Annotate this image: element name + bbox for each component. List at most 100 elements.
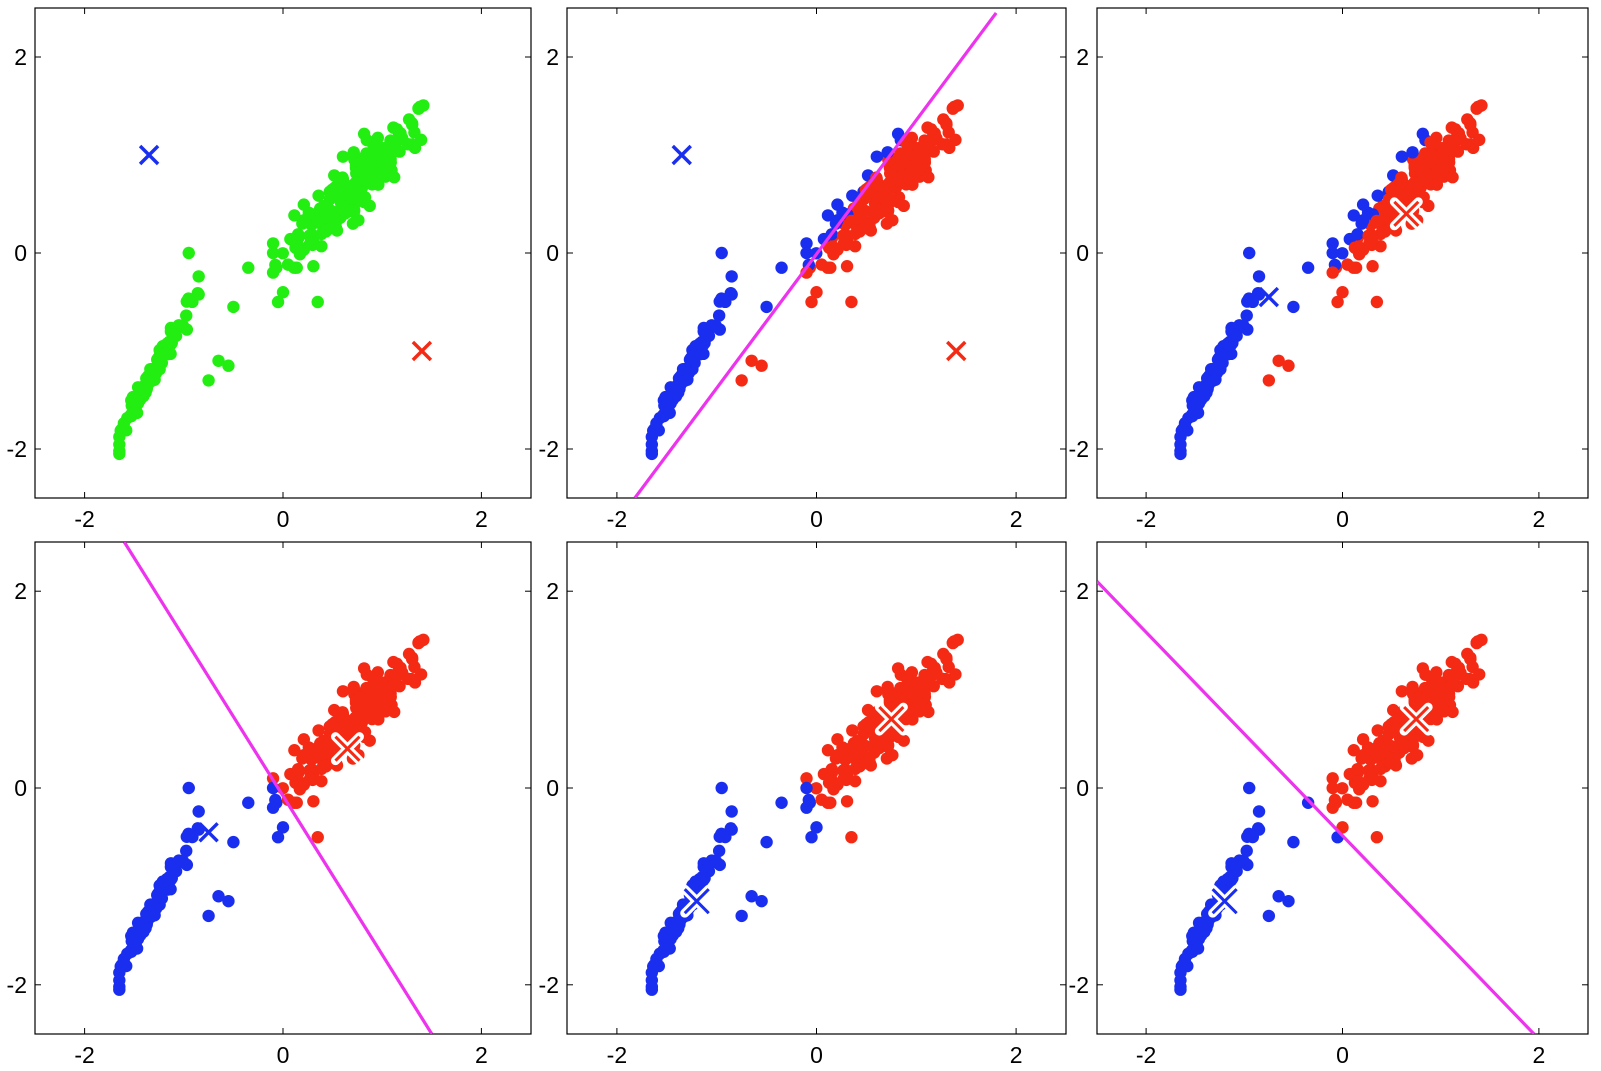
data-point <box>670 383 683 397</box>
x-tick-label: 0 <box>1336 1042 1349 1068</box>
data-point <box>1351 778 1364 791</box>
data-point <box>167 328 181 342</box>
x-tick-label: 2 <box>1010 1042 1023 1068</box>
data-point <box>693 872 706 886</box>
data-point <box>297 749 310 762</box>
data-point <box>936 138 949 151</box>
data-point <box>212 354 225 367</box>
data-point <box>222 894 235 908</box>
data-point <box>167 863 181 877</box>
data-point <box>129 932 143 946</box>
data-point <box>1301 261 1315 274</box>
data-point <box>1240 844 1253 858</box>
data-point <box>325 221 339 235</box>
data-point <box>886 748 899 762</box>
data-point <box>376 154 389 167</box>
data-point <box>1351 228 1364 241</box>
data-point <box>1252 270 1266 283</box>
data-point <box>1242 827 1256 841</box>
x-tick-label: 0 <box>277 506 290 532</box>
data-point <box>1374 239 1387 253</box>
data-point <box>222 359 235 372</box>
data-point <box>870 685 884 698</box>
data-point <box>821 261 834 274</box>
panel-6: -2 -2 0 0 2 2 <box>1069 541 1589 1068</box>
data-point <box>745 354 758 367</box>
panel-3: -2 -2 0 0 2 2 <box>1069 7 1589 532</box>
data-point <box>117 417 131 430</box>
plot-area <box>1097 580 1536 1034</box>
data-point <box>1336 782 1349 795</box>
panel-5: -2 -2 0 0 2 2 <box>539 541 1067 1068</box>
data-point <box>347 680 360 694</box>
data-point <box>311 214 324 228</box>
data-point <box>288 209 301 222</box>
data-point <box>1214 353 1227 366</box>
data-point <box>1384 756 1398 770</box>
data-point <box>859 221 872 235</box>
data-point <box>160 872 174 886</box>
data-point <box>291 243 305 256</box>
data-point <box>725 270 738 283</box>
data-point <box>271 831 285 844</box>
data-point <box>271 295 285 309</box>
data-point <box>846 724 859 737</box>
blue-centroid-marker <box>1208 884 1242 918</box>
data-point <box>1252 805 1266 818</box>
plot-area <box>633 11 998 498</box>
y-tick-label: 2 <box>1076 44 1089 70</box>
data-point <box>160 337 174 350</box>
data-point <box>670 919 683 932</box>
red-centroid-marker <box>411 340 433 362</box>
data-point <box>137 383 150 397</box>
data-point <box>307 795 320 808</box>
data-point <box>242 796 255 809</box>
data-point <box>805 831 818 844</box>
data-point <box>338 713 352 726</box>
data-point <box>1228 863 1241 877</box>
data-point <box>1446 705 1459 719</box>
data-point <box>894 159 907 172</box>
data-point <box>922 679 935 692</box>
data-point <box>1446 679 1459 692</box>
data-point <box>735 909 748 923</box>
data-point <box>1426 674 1439 687</box>
data-point <box>1356 749 1370 762</box>
data-point <box>360 694 373 707</box>
data-point <box>1190 932 1204 946</box>
data-point <box>840 260 854 273</box>
decision-boundary-line <box>1097 580 1536 1034</box>
data-point <box>113 430 126 444</box>
data-point <box>1356 733 1370 746</box>
data-point <box>1366 260 1379 273</box>
data-point <box>1406 739 1420 752</box>
data-point <box>339 204 352 217</box>
data-point <box>336 150 350 163</box>
blue-centroid-marker <box>1258 286 1280 308</box>
data-point <box>147 364 160 377</box>
decision-boundary-line <box>633 11 998 498</box>
data-point <box>1389 722 1403 735</box>
data-point <box>361 704 375 718</box>
data-point <box>202 909 215 923</box>
y-tick-label: 2 <box>1076 578 1089 604</box>
data-point <box>1242 292 1256 305</box>
data-point <box>760 835 773 849</box>
data-point <box>810 821 823 834</box>
red-centroid-marker <box>946 340 967 362</box>
data-point <box>357 662 371 675</box>
data-point <box>1287 300 1300 314</box>
data-point <box>1326 237 1339 250</box>
data-point <box>147 899 160 912</box>
y-tick-label: 2 <box>546 44 559 70</box>
data-point <box>1243 246 1256 260</box>
data-point <box>1425 148 1439 161</box>
data-point <box>276 286 290 299</box>
data-point <box>1272 354 1285 367</box>
data-point <box>715 292 728 305</box>
data-point <box>137 919 150 932</box>
data-point <box>1366 795 1379 808</box>
data-point <box>266 237 280 250</box>
plot-area <box>113 99 433 461</box>
data-point <box>800 237 813 250</box>
